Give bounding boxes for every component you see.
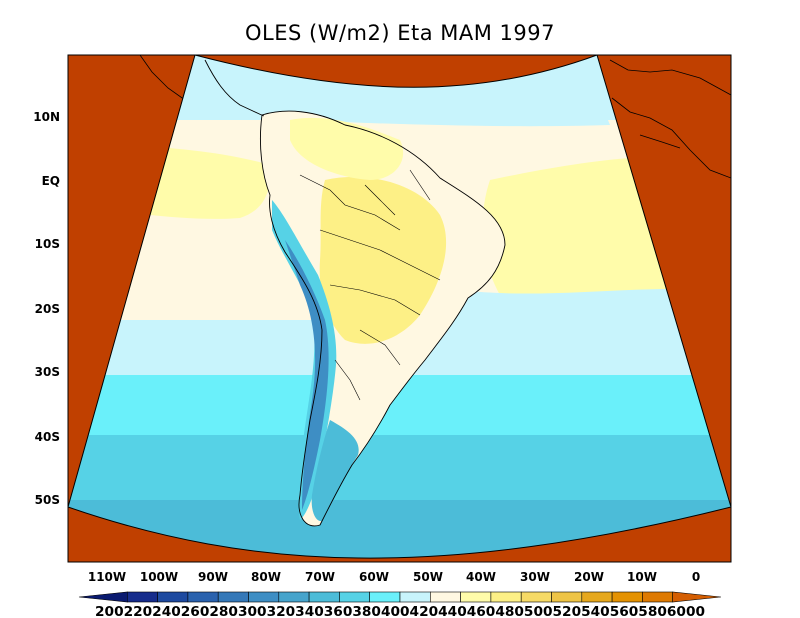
colorbar-cell (490, 591, 522, 603)
colorbar-cell (78, 591, 128, 603)
lon-tick-label: 10W (627, 570, 657, 584)
lat-tick-label: 10N (33, 110, 60, 124)
colorbar-cell (217, 591, 249, 603)
lon-tick-label: 0 (692, 570, 700, 584)
land-yellow-interior (319, 176, 447, 344)
lat-tick-label: 40S (35, 430, 60, 444)
country-borders (299, 169, 441, 401)
colorbar-cell (642, 591, 674, 603)
latitude-axis: 10N EQ 10S 20S 30S 40S 50S (33, 110, 60, 507)
colorbar-cell (611, 591, 643, 603)
andes-core (285, 240, 329, 510)
lat-tick-label: 30S (35, 365, 60, 379)
lon-tick-label: 70W (305, 570, 335, 584)
lat-tick-label: EQ (42, 174, 60, 188)
colorbar-cell (339, 591, 370, 603)
lon-tick-label: 110W (88, 570, 126, 584)
map-plot-area (68, 55, 731, 562)
patch-light-blue-east (450, 288, 710, 340)
lat-tick-label: 50S (35, 493, 60, 507)
colorbar-cell (581, 591, 613, 603)
lon-tick-label: 40W (466, 570, 496, 584)
lon-tick-label: 50W (413, 570, 443, 584)
colorbar-cell (429, 591, 461, 603)
lon-tick-label: 80W (251, 570, 281, 584)
andes-strip (272, 200, 337, 520)
colorbar-cell (369, 591, 401, 603)
colorbar-cells (78, 591, 722, 603)
colorbar-cell (127, 591, 158, 603)
lon-tick-label: 60W (359, 570, 389, 584)
colorbar-cell (399, 591, 431, 603)
coastlines (204, 59, 506, 527)
domain-outline (68, 55, 731, 559)
patagonia (311, 420, 359, 522)
lat-tick-label: 20S (35, 302, 60, 316)
colorbar: 2002202402602803003203403603804004204404… (78, 591, 722, 618)
colorbar-cell (278, 591, 310, 603)
colorbar-cell (308, 591, 340, 603)
colorbar-cell (551, 591, 583, 603)
lon-tick-label: 90W (198, 570, 228, 584)
colorbar-labels: 2002202402602803003203403603804004204404… (95, 605, 705, 618)
colorbar-cell (187, 591, 219, 603)
lon-tick-label: 20W (574, 570, 604, 584)
map-title: OLES (W/m2) Eta MAM 1997 (245, 21, 555, 45)
colorbar-cell (460, 591, 492, 603)
colorbar-cell (520, 591, 552, 603)
plot-frame (67, 54, 732, 563)
longitude-axis: 110W 100W 90W 80W 70W 60W 50W 40W 30W 20… (88, 570, 700, 584)
lon-tick-label: 100W (140, 570, 178, 584)
colorbar-cell (157, 591, 189, 603)
lat-tick-label: 10S (35, 237, 60, 251)
colorbar-cell (248, 591, 280, 603)
colorbar-cell (672, 591, 722, 603)
lon-tick-label: 30W (520, 570, 550, 584)
band-south-1 (68, 435, 731, 510)
